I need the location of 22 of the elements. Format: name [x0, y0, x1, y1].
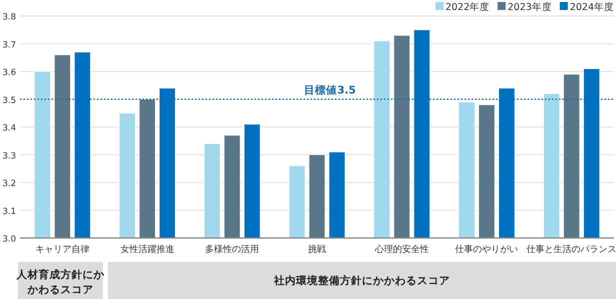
x-tick-label: 心理的安全性: [374, 244, 429, 255]
legend-label: 2022年度: [445, 1, 490, 13]
y-tick-label: 3.0: [2, 234, 16, 244]
y-tick-label: 3.4: [2, 124, 16, 134]
x-tick-label: キャリア自律: [35, 244, 90, 255]
text: 人材育成方針にかかわるスコア: [15, 268, 106, 296]
y-tick-label: 3.7: [2, 40, 16, 50]
x-tick-label: 多様性の活用: [205, 244, 260, 255]
y-tick-label: 3.6: [2, 68, 16, 78]
text: 社内環境整備方針にかかわるスコア: [272, 274, 450, 287]
y-tick-label: 3.3: [2, 151, 16, 162]
x-tick-label: 仕事のやりがい: [455, 244, 518, 255]
y-tick-label: 3.2: [2, 179, 16, 189]
x-tick-label: 挑戦: [308, 244, 326, 255]
x-tick-label: 仕事と生活のバランス: [526, 244, 616, 255]
y-tick-label: 3.8: [2, 12, 16, 22]
legend-label: 2024年度: [570, 1, 614, 13]
legend-label: 2023年度: [508, 1, 552, 13]
y-tick-label: 3.1: [2, 206, 16, 217]
y-tick-label: 3.5: [2, 96, 16, 106]
ref-line-label: 目標値3.5: [304, 83, 356, 96]
x-tick-label: 女性活躍推進: [120, 244, 174, 255]
